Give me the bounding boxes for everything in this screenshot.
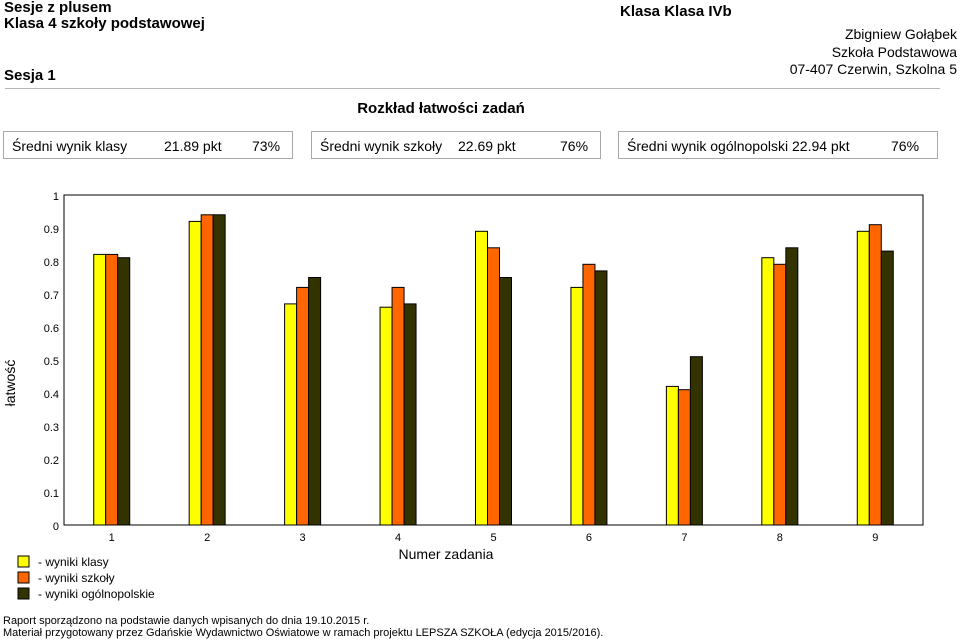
bar <box>689 356 703 526</box>
bar <box>880 250 894 526</box>
stat-school-average: Średni wynik szkoły 22.69 pkt 76% <box>311 131 601 159</box>
bar <box>105 253 119 526</box>
bar <box>188 220 202 526</box>
bar <box>296 286 310 526</box>
bar <box>570 286 584 526</box>
bar <box>594 270 608 526</box>
legend-label: - wyniki ogólnopolskie <box>38 587 155 601</box>
bar <box>582 263 596 526</box>
stat-points: 22.69 pkt <box>458 138 516 154</box>
stat-label: Średni wynik ogólnopolski <box>627 138 789 154</box>
y-tick-label: 0.9 <box>44 224 59 236</box>
stat-class-average: Średni wynik klasy 21.89 pkt 73% <box>3 131 293 159</box>
legend-label: - wyniki klasy <box>38 555 109 569</box>
difficulty-chart: 0 0.1 0.2 0.3 0.4 0.5 0.6 0.7 0.8 0.9 1 1 2 3 4 5 6 7 8 9 ł… <box>2 191 924 601</box>
stat-percent: 73% <box>252 138 281 154</box>
bar <box>200 214 214 526</box>
stat-percent: 76% <box>560 138 589 154</box>
school-address: 07-407 Czerwin, Szkolna 5 <box>789 61 957 77</box>
bar <box>677 389 691 526</box>
session-label: Sesja 1 <box>4 67 56 84</box>
bar <box>856 230 870 526</box>
x-axis-title: Numer zadania <box>399 546 494 562</box>
bar <box>499 277 512 526</box>
class-label: Klasa Klasa IVb <box>620 3 732 20</box>
teacher-name: Zbigniew Gołąbek <box>844 26 957 42</box>
x-tick-label: 7 <box>681 532 687 544</box>
school-name: Szkoła Podstawowa <box>831 44 957 60</box>
y-tick-label: 0.8 <box>44 257 59 269</box>
legend-label: - wyniki szkoły <box>38 571 115 585</box>
bar <box>773 263 787 526</box>
bar <box>785 247 799 526</box>
section-title: Rozkład łatwości zadań <box>357 100 525 117</box>
y-tick-label: 0.5 <box>44 356 59 368</box>
x-tick-label: 9 <box>872 532 878 544</box>
publisher-note: Materiał przygotowany przez Gdańskie Wyd… <box>3 627 604 639</box>
bar <box>117 257 131 526</box>
report-subtitle: Klasa 4 szkoły podstawowej <box>4 15 205 32</box>
y-tick-label: 0.7 <box>44 290 59 302</box>
bar <box>212 214 226 526</box>
bar <box>93 253 107 526</box>
y-tick-label: 0.2 <box>44 455 59 467</box>
stat-points: 22.94 pkt <box>792 138 850 154</box>
stat-points: 21.89 pkt <box>164 138 222 154</box>
stat-percent: 76% <box>891 138 920 154</box>
y-tick-label: 1 <box>53 191 59 203</box>
legend-swatch <box>17 571 30 584</box>
y-tick-label: 0.6 <box>44 323 59 335</box>
bar <box>403 303 417 526</box>
plot-area: 0 0.1 0.2 0.3 0.4 0.5 0.6 0.7 0.8 0.9 1 1 2 3 4 5 6 7 8 9 <box>44 191 924 544</box>
legend-swatch <box>17 555 30 568</box>
bar <box>391 286 405 526</box>
x-tick-label: 1 <box>109 532 115 544</box>
y-tick-label: 0.1 <box>44 488 59 500</box>
report-date-note: Raport sporządzono na podstawie danych w… <box>3 615 370 627</box>
bar <box>284 303 298 526</box>
bar <box>761 257 775 526</box>
header-divider <box>5 88 940 89</box>
x-tick-label: 8 <box>777 532 783 544</box>
bar <box>475 230 488 526</box>
x-tick-label: 6 <box>586 532 592 544</box>
y-tick-label: 0.3 <box>44 422 59 434</box>
y-tick-label: 0.4 <box>44 389 59 401</box>
x-tick-label: 2 <box>204 532 210 544</box>
stat-national-average: Średni wynik ogólnopolski 22.94 pkt 76% <box>618 131 938 159</box>
stat-label: Średni wynik klasy <box>12 138 128 154</box>
y-tick-label: 0 <box>53 521 59 533</box>
report-title: Sesje z plusem <box>4 0 112 16</box>
bar <box>379 306 393 526</box>
x-tick-label: 4 <box>395 532 401 544</box>
bar <box>308 277 322 526</box>
bar <box>868 224 882 526</box>
bar <box>665 385 679 526</box>
x-tick-label: 5 <box>490 532 496 544</box>
x-tick-label: 3 <box>300 532 306 544</box>
bar <box>487 247 500 526</box>
chart-legend: - wyniki klasy - wyniki szkoły - wyniki og… <box>17 555 155 601</box>
legend-swatch <box>17 587 30 600</box>
y-axis-title: łatwość <box>2 360 18 407</box>
stat-label: Średni wynik szkoły <box>320 138 443 154</box>
